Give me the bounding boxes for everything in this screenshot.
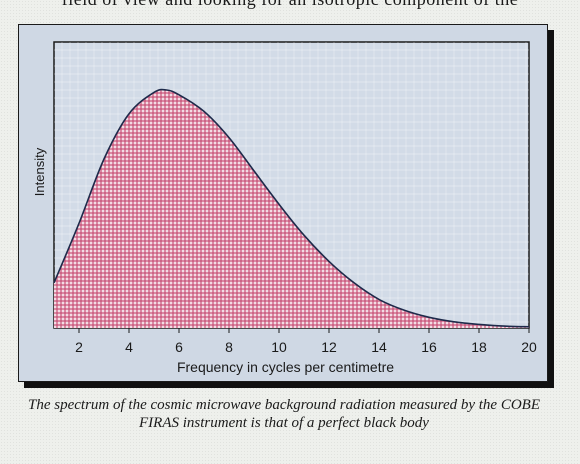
x-tick-label: 20 <box>521 339 537 355</box>
x-tick-label: 2 <box>75 339 83 355</box>
x-tick-label: 10 <box>271 339 287 355</box>
figure-caption: The spectrum of the cosmic microwave bac… <box>28 397 540 431</box>
x-tick-label: 16 <box>421 339 437 355</box>
header-text: field of view and looking for an isotrop… <box>0 0 580 10</box>
x-tick-label: 14 <box>371 339 387 355</box>
x-tick-label: 6 <box>175 339 183 355</box>
spectrum-area <box>54 89 529 328</box>
spectrum-curve <box>53 88 530 328</box>
x-tick-label: 4 <box>125 339 133 355</box>
x-tick-label: 8 <box>225 339 233 355</box>
x-axis-label: Frequency in cycles per centimetre <box>177 359 394 375</box>
y-axis-label: Intensity <box>32 147 47 196</box>
x-tick-label: 18 <box>471 339 487 355</box>
x-axis-ticks: 2 4 6 8 10 12 14 16 18 20 <box>75 328 537 355</box>
x-tick-label: 12 <box>321 339 337 355</box>
